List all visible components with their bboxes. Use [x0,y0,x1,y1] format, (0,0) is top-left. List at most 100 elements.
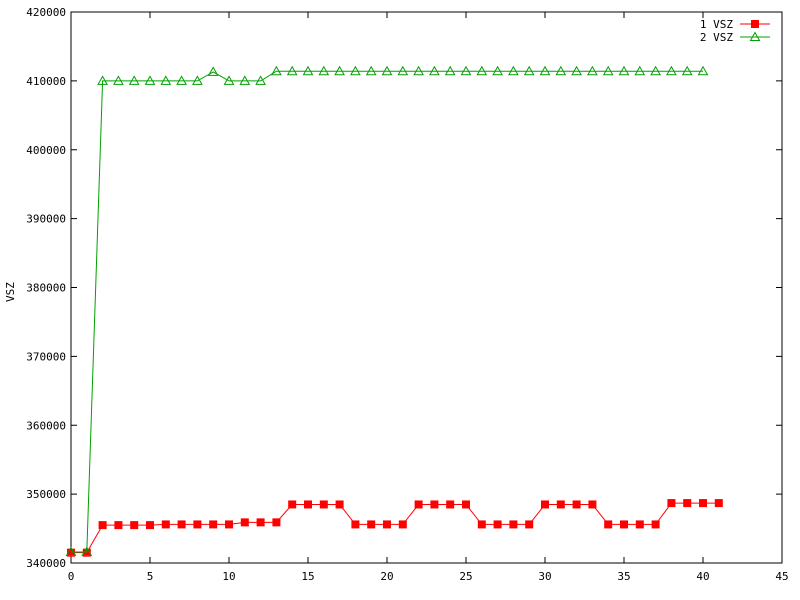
x-tick-label: 30 [538,570,551,583]
data-point [319,500,328,509]
data-point [113,75,124,85]
data-point [602,65,614,76]
data-point [650,65,661,76]
data-point [272,518,281,527]
x-tick-label: 35 [617,570,630,583]
data-point [318,65,330,76]
series-2 [65,65,709,556]
data-point [492,65,503,76]
x-tick-label: 45 [775,570,788,583]
x-tick-label: 10 [222,570,235,583]
data-point [160,75,172,85]
x-tick-label: 40 [696,570,709,583]
data-point [667,499,676,508]
data-point [334,65,345,76]
data-point [620,520,628,529]
y-tick-label: 420000 [26,6,66,19]
y-tick-label: 340000 [26,557,66,570]
data-point [65,546,77,556]
data-point [367,520,376,529]
x-tick-label: 0 [68,570,75,583]
data-point [365,65,377,76]
data-point [335,500,344,509]
data-point [714,499,723,508]
data-point [634,65,646,76]
y-tick-label: 370000 [26,350,66,363]
data-point [444,65,456,76]
y-tick-label: 400000 [26,144,66,157]
data-point [130,521,139,530]
data-point [255,75,266,85]
series-line [71,70,703,553]
data-point [98,521,107,530]
data-point [683,499,692,508]
data-point [587,65,598,76]
data-point [239,75,251,85]
data-point [430,500,439,509]
data-point [271,65,282,76]
series-layer [65,65,723,557]
data-point [699,499,707,508]
data-point [681,65,693,76]
x-tick-label: 25 [459,570,472,583]
legend-label: 1 VSZ [700,18,733,31]
data-point [697,65,709,76]
data-point [302,65,314,76]
x-tick-label: 5 [147,570,154,583]
y-tick-label: 380000 [26,282,66,295]
data-point [414,500,423,509]
data-point [493,520,502,529]
legend-marker [751,20,759,28]
data-point [128,75,140,85]
data-point [508,65,519,76]
data-point [209,520,218,529]
data-point [144,75,156,85]
data-point [572,500,581,509]
data-point [462,500,470,509]
y-axis-ticks: 340000 350000 360000 370000 380000 390000 4000… [26,6,782,570]
data-point [67,548,75,557]
data-point [476,65,488,76]
data-point [97,75,108,85]
data-point [429,65,440,76]
data-point [304,500,312,509]
data-point [618,65,630,76]
data-point [256,518,265,527]
y-tick-label: 350000 [26,488,66,501]
data-point [192,75,203,85]
data-point [240,518,249,527]
data-point [539,65,551,76]
data-point [350,65,361,76]
data-point [523,65,535,76]
data-point [288,500,297,509]
data-point [398,520,407,529]
data-point [651,520,660,529]
legend-label: 2 VSZ [700,31,733,44]
data-point [161,520,170,529]
x-tick-label: 15 [301,570,314,583]
y-tick-label: 390000 [26,213,66,226]
y-tick-label: 360000 [26,419,66,432]
y-tick-label: 410000 [26,75,66,88]
data-point [176,75,187,85]
data-point [571,65,582,76]
x-tick-label: 20 [380,570,393,583]
data-point [146,521,154,530]
data-point [286,65,298,76]
y-axis-label: VSZ [4,282,17,302]
data-point [177,520,186,529]
legend-marker [749,31,761,41]
data-point [555,65,567,76]
data-point [588,500,597,509]
data-point [207,66,219,76]
data-point [509,520,518,529]
data-point [556,500,565,509]
data-point [525,520,534,529]
data-point [81,546,93,556]
data-point [383,520,391,529]
x-axis-ticks: 0 5 10 15 20 25 30 35 40 45 [68,12,789,583]
data-point [225,520,233,529]
